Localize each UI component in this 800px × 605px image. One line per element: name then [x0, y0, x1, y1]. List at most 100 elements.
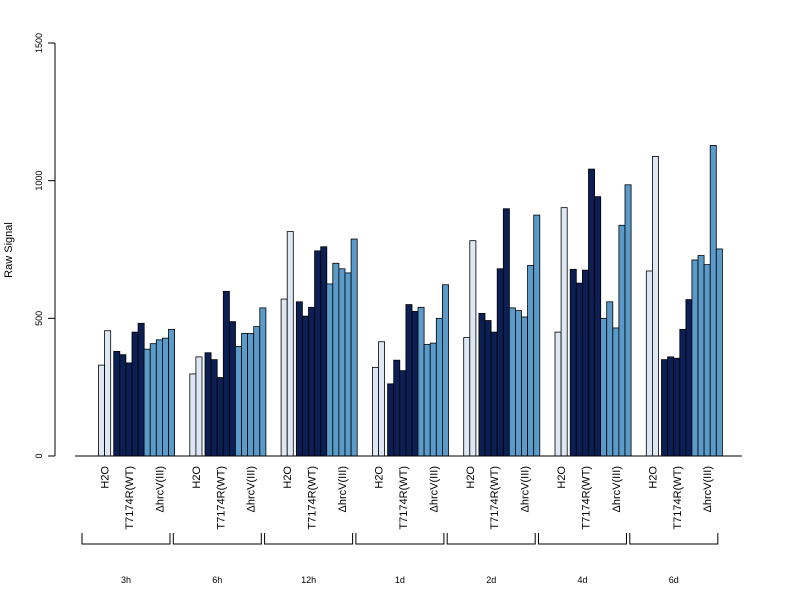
- condition-label: ΔhrcV(III): [428, 466, 440, 512]
- bar: [624, 184, 632, 457]
- bar: [411, 311, 419, 457]
- bar: [508, 307, 516, 457]
- condition-label: T7174R(WT): [580, 466, 592, 530]
- bar: [247, 333, 255, 457]
- bar: [441, 284, 449, 457]
- bar: [155, 339, 163, 457]
- condition-label: T7174R(WT): [398, 466, 410, 530]
- bar: [652, 156, 659, 457]
- bar: [554, 331, 562, 457]
- bar: [560, 207, 568, 457]
- bar: [685, 299, 693, 457]
- timepoint-bracket: [446, 533, 536, 545]
- bar: [216, 377, 224, 457]
- bar: [709, 145, 717, 457]
- bar: [478, 312, 486, 457]
- bar: [533, 214, 541, 457]
- bar: [98, 364, 105, 457]
- bar: [119, 354, 127, 457]
- bar: [667, 356, 675, 457]
- bar: [259, 307, 267, 457]
- bar: [228, 321, 236, 457]
- condition-label: T7174R(WT): [307, 466, 319, 530]
- bar: [161, 337, 169, 457]
- bar: [661, 359, 668, 457]
- y-axis-title: Raw Signal: [3, 222, 15, 278]
- bar: [618, 224, 626, 457]
- bar: [429, 342, 437, 457]
- condition-label: H2O: [100, 466, 112, 489]
- condition-label: T7174R(WT): [124, 466, 136, 530]
- bar: [253, 326, 261, 457]
- y-axis: 0 500 1000 1500: [34, 33, 56, 459]
- bar: [490, 331, 498, 457]
- condition-label: H2O: [556, 466, 568, 489]
- condition-label: H2O: [191, 466, 203, 489]
- bar: [131, 331, 139, 457]
- bar: [125, 362, 133, 457]
- bar: [168, 328, 175, 457]
- y-tick-label: 1000: [34, 171, 44, 191]
- bar: [588, 168, 595, 457]
- bar: [301, 315, 309, 457]
- bar: [527, 265, 535, 457]
- condition-label: H2O: [647, 466, 659, 489]
- timepoint-bracket: [538, 533, 627, 545]
- timepoint-brackets: 3h 6h 12h 1d 2d 4d 6d: [81, 533, 719, 585]
- bar: [515, 310, 522, 457]
- condition-label: ΔhrcV(III): [337, 466, 349, 512]
- bar: [143, 348, 151, 457]
- bar: [286, 231, 294, 457]
- bar: [378, 341, 385, 457]
- condition-label: ΔhrcV(III): [520, 466, 532, 512]
- bar: [393, 359, 401, 457]
- condition-label: H2O: [374, 466, 386, 489]
- bar: [149, 343, 157, 457]
- y-tick-label: 500: [34, 311, 44, 326]
- timepoint-label: 12h: [301, 575, 316, 585]
- bar: [241, 333, 248, 457]
- bar: [575, 282, 583, 457]
- bar: [417, 306, 425, 457]
- bar: [521, 316, 528, 457]
- bar: [496, 268, 504, 457]
- bar: [308, 306, 315, 457]
- bar: [582, 269, 589, 457]
- bar: [703, 264, 711, 457]
- bar: [104, 330, 112, 457]
- bar: [222, 290, 230, 457]
- timepoint-bracket: [629, 533, 719, 545]
- bar: [137, 322, 145, 457]
- bar: [594, 196, 602, 457]
- bar: [350, 238, 358, 457]
- timepoint-label: 6h: [212, 575, 222, 585]
- bar: [469, 240, 477, 457]
- condition-labels: H2O T7174R(WT) ΔhrcV(III) H2O T7174R(WT) Δhrc…: [100, 466, 715, 530]
- condition-label: ΔhrcV(III): [702, 466, 714, 512]
- bar: [673, 357, 681, 457]
- condition-label: T7174R(WT): [672, 466, 684, 530]
- bar: [399, 370, 407, 457]
- bar: [612, 327, 620, 457]
- bar: [320, 246, 328, 457]
- bar: [234, 346, 242, 457]
- timepoint-bracket: [264, 533, 354, 545]
- bar: [715, 248, 723, 457]
- bar: [423, 344, 431, 457]
- timepoint-label: 6d: [669, 575, 679, 585]
- bar: [210, 359, 218, 457]
- timepoint-label: 4d: [577, 575, 587, 585]
- condition-label: H2O: [465, 466, 477, 489]
- bar: [371, 366, 379, 457]
- bar: [314, 250, 322, 457]
- bar: [679, 328, 687, 457]
- bar: [195, 356, 203, 457]
- bar: [189, 373, 197, 457]
- condition-label: T7174R(WT): [215, 466, 227, 530]
- condition-label: ΔhrcV(III): [154, 466, 166, 512]
- bar: [697, 255, 705, 457]
- bar: [600, 317, 608, 457]
- bar: [502, 208, 510, 457]
- bar: [645, 270, 653, 457]
